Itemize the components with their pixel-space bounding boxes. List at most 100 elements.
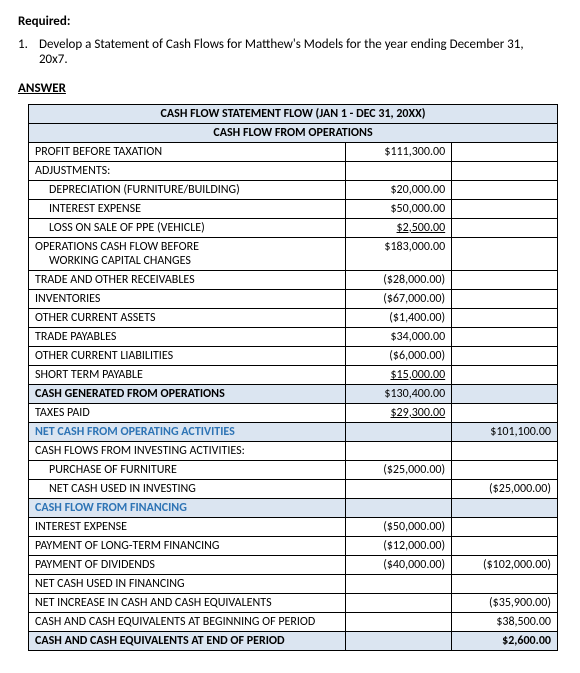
row-label: TRADE AND OTHER RECEIVABLES	[29, 271, 346, 290]
row-label: NET INCREASE IN CASH AND CASH EQUIVALENT…	[29, 594, 346, 613]
table-row: CASH FLOW FROM FINANCING	[29, 499, 558, 518]
table-row: PROFIT BEFORE TAXATION $111,300.00	[29, 143, 558, 162]
row-value2	[452, 461, 558, 480]
row-value2: $2,600.00	[452, 632, 558, 651]
table-row: CASH AND CASH EQUIVALENTS AT END OF PERI…	[29, 632, 558, 651]
row-value2: ($102,000.00)	[452, 556, 558, 575]
row-label-text: OPERATIONS CASH FLOW BEFORE	[35, 240, 199, 254]
row-value2	[452, 143, 558, 162]
table-row: LOSS ON SALE OF PPE (VEHICLE) $2,500.00	[29, 219, 558, 238]
table-row: CASH GENERATED FROM OPERATIONS $130,400.…	[29, 385, 558, 404]
row-label: CASH AND CASH EQUIVALENTS AT BEGINNING O…	[29, 613, 346, 632]
table-row: INTEREST EXPENSE ($50,000.00)	[29, 518, 558, 537]
row-value	[346, 480, 452, 499]
table-row: NET CASH USED IN INVESTING ($25,000.00)	[29, 480, 558, 499]
title-row: CASH FLOW STATEMENT FLOW (JAN 1 - DEC 31…	[29, 105, 558, 124]
row-label: CASH FLOWS FROM INVESTING ACTIVITIES:	[29, 442, 346, 461]
row-value2	[452, 181, 558, 200]
row-value2	[452, 442, 558, 461]
table-row: INVENTORIES ($67,000.00)	[29, 290, 558, 309]
row-label-text2: WORKING CAPITAL CHANGES	[35, 254, 191, 268]
row-value	[346, 162, 452, 181]
table-row: CASH AND CASH EQUIVALENTS AT BEGINNING O…	[29, 613, 558, 632]
table-row: ADJUSTMENTS:	[29, 162, 558, 181]
row-value: ($67,000.00)	[346, 290, 452, 309]
cashflow-table: CASH FLOW STATEMENT FLOW (JAN 1 - DEC 31…	[28, 104, 558, 651]
table-row: PAYMENT OF DIVIDENDS ($40,000.00) ($102,…	[29, 556, 558, 575]
row-value: ($12,000.00)	[346, 537, 452, 556]
table-row: DEPRECIATION (FURNITURE/BUILDING) $20,00…	[29, 181, 558, 200]
row-value2	[452, 328, 558, 347]
row-value2	[452, 219, 558, 238]
row-label: DEPRECIATION (FURNITURE/BUILDING)	[29, 181, 346, 200]
row-label: NET CASH USED IN FINANCING	[29, 575, 346, 594]
row-value2	[452, 385, 558, 404]
row-value	[346, 423, 452, 442]
row-value	[346, 613, 452, 632]
row-label: NET CASH FROM OPERATING ACTIVITIES	[29, 423, 346, 442]
row-value	[346, 575, 452, 594]
table-row: PAYMENT OF LONG-TERM FINANCING ($12,000.…	[29, 537, 558, 556]
row-label: PURCHASE OF FURNITURE	[29, 461, 346, 480]
row-label: CASH GENERATED FROM OPERATIONS	[29, 385, 346, 404]
row-value2: ($25,000.00)	[452, 480, 558, 499]
row-label: OPERATIONS CASH FLOW BEFORE WORKING CAPI…	[29, 238, 346, 271]
question-text: Develop a Statement of Cash Flows for Ma…	[39, 37, 539, 67]
question-block: 1. Develop a Statement of Cash Flows for…	[18, 37, 562, 67]
table-row: NET CASH FROM OPERATING ACTIVITIES $101,…	[29, 423, 558, 442]
row-label: CASH FLOW FROM FINANCING	[29, 499, 346, 518]
row-label: OTHER CURRENT LIABILITIES	[29, 347, 346, 366]
row-value2	[452, 290, 558, 309]
table-row: INTEREST EXPENSE $50,000.00	[29, 200, 558, 219]
row-value: ($6,000.00)	[346, 347, 452, 366]
ops-section: CASH FLOW FROM OPERATIONS	[29, 124, 558, 143]
row-value2	[452, 404, 558, 423]
row-label: PAYMENT OF LONG-TERM FINANCING	[29, 537, 346, 556]
row-value2	[452, 200, 558, 219]
answer-label: ANSWER	[18, 81, 562, 96]
row-value	[346, 594, 452, 613]
row-value: $15,000.00	[346, 366, 452, 385]
row-value2	[452, 309, 558, 328]
table-row: TAXES PAID $29,300.00	[29, 404, 558, 423]
row-value2	[452, 238, 558, 271]
row-label: OTHER CURRENT ASSETS	[29, 309, 346, 328]
row-value2	[452, 499, 558, 518]
table-row: OTHER CURRENT LIABILITIES ($6,000.00)	[29, 347, 558, 366]
row-label: INVENTORIES	[29, 290, 346, 309]
table-row: TRADE PAYABLES $34,000.00	[29, 328, 558, 347]
row-value: $111,300.00	[346, 143, 452, 162]
row-label-text: CASH FLOW FROM FINANCING	[35, 501, 187, 515]
row-value	[346, 499, 452, 518]
row-value2	[452, 271, 558, 290]
row-value: $2,500.00	[346, 219, 452, 238]
table-row: NET CASH USED IN FINANCING	[29, 575, 558, 594]
row-value: ($28,000.00)	[346, 271, 452, 290]
row-value: $34,000.00	[346, 328, 452, 347]
row-value: $29,300.00	[346, 404, 452, 423]
row-label: SHORT TERM PAYABLE	[29, 366, 346, 385]
row-value: $20,000.00	[346, 181, 452, 200]
row-value2: ($35,900.00)	[452, 594, 558, 613]
question-number: 1.	[18, 37, 36, 52]
row-value	[346, 442, 452, 461]
ops-section-row: CASH FLOW FROM OPERATIONS	[29, 124, 558, 143]
table-row: CASH FLOWS FROM INVESTING ACTIVITIES:	[29, 442, 558, 461]
table-row: SHORT TERM PAYABLE $15,000.00	[29, 366, 558, 385]
row-label-text: NET CASH FROM OPERATING ACTIVITIES	[35, 425, 235, 439]
row-value: ($50,000.00)	[346, 518, 452, 537]
row-label: NET CASH USED IN INVESTING	[29, 480, 346, 499]
row-label: INTEREST EXPENSE	[29, 200, 346, 219]
row-value2	[452, 537, 558, 556]
row-label: LOSS ON SALE OF PPE (VEHICLE)	[29, 219, 346, 238]
table-row: PURCHASE OF FURNITURE ($25,000.00)	[29, 461, 558, 480]
row-label: TRADE PAYABLES	[29, 328, 346, 347]
row-value: ($1,400.00)	[346, 309, 452, 328]
row-value: ($25,000.00)	[346, 461, 452, 480]
row-label: TAXES PAID	[29, 404, 346, 423]
table-row: OPERATIONS CASH FLOW BEFORE WORKING CAPI…	[29, 238, 558, 271]
row-value2	[452, 518, 558, 537]
row-label: PROFIT BEFORE TAXATION	[29, 143, 346, 162]
row-value2	[452, 347, 558, 366]
row-value2	[452, 366, 558, 385]
